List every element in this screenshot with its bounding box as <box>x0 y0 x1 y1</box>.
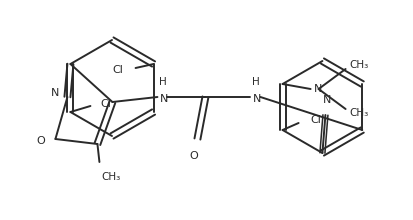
Text: Cl: Cl <box>311 115 321 125</box>
Text: H: H <box>252 77 260 87</box>
Text: N: N <box>51 88 59 98</box>
Text: H: H <box>159 77 167 87</box>
Text: O: O <box>189 151 198 161</box>
Text: CH₃: CH₃ <box>349 60 369 70</box>
Text: CH₃: CH₃ <box>349 108 369 118</box>
Text: N: N <box>159 94 168 104</box>
Text: N: N <box>313 84 322 94</box>
Text: N: N <box>252 94 261 104</box>
Text: Cl: Cl <box>113 65 123 75</box>
Text: CH₃: CH₃ <box>102 172 121 182</box>
Text: N: N <box>323 95 332 105</box>
Text: Cl: Cl <box>100 99 112 109</box>
Text: O: O <box>37 136 45 146</box>
